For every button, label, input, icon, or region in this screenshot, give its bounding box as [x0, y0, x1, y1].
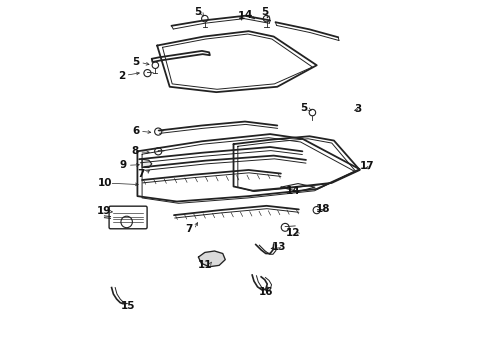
Text: 10: 10	[98, 177, 112, 188]
Text: 7: 7	[186, 224, 193, 234]
Text: 13: 13	[272, 242, 286, 252]
Text: 5: 5	[194, 7, 201, 17]
Text: 6: 6	[132, 126, 139, 135]
Text: 4: 4	[245, 10, 252, 20]
Text: 8: 8	[131, 146, 139, 156]
Text: 17: 17	[360, 161, 374, 171]
Text: 5: 5	[132, 57, 139, 67]
Text: 1: 1	[238, 11, 245, 21]
Text: 5: 5	[300, 103, 308, 113]
Text: 11: 11	[198, 260, 213, 270]
Text: 9: 9	[120, 159, 126, 170]
Text: 14: 14	[286, 186, 301, 197]
Text: 2: 2	[118, 71, 125, 81]
Text: 5: 5	[261, 7, 269, 17]
Text: 7: 7	[137, 168, 145, 179]
Polygon shape	[198, 251, 225, 267]
Text: 16: 16	[259, 287, 274, 297]
Text: 19: 19	[97, 206, 112, 216]
Text: 3: 3	[354, 104, 362, 114]
Text: 15: 15	[121, 301, 136, 311]
Polygon shape	[142, 159, 152, 167]
Text: 18: 18	[316, 204, 330, 215]
Text: 12: 12	[286, 228, 301, 238]
